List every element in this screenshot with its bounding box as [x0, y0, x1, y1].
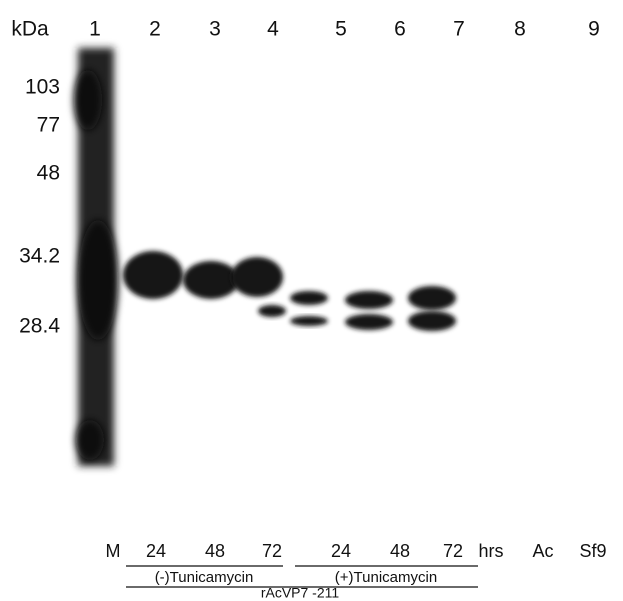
mw-marker: 103	[25, 76, 60, 99]
lane-label: Sf9	[579, 541, 606, 561]
lane-number: 7	[453, 18, 465, 41]
lane-label: 24	[146, 541, 166, 561]
group-label: (-)Tunicamycin	[155, 569, 254, 586]
lane-label: Ac	[532, 541, 553, 561]
marker-band	[76, 420, 104, 460]
western-blot-figure: kDa 1 2 3 4 5 6 7 8 9 103 77 48 34.2 28.…	[0, 0, 623, 601]
lane-number: 5	[335, 18, 347, 41]
lane-number: 8	[514, 18, 526, 41]
lane-label: 72	[443, 541, 463, 561]
lane-label: M	[106, 541, 121, 561]
unit-label: kDa	[11, 18, 49, 41]
mw-marker: 28.4	[19, 315, 60, 338]
lane-number: 6	[394, 18, 406, 41]
band	[123, 251, 183, 299]
lane-label: hrs	[478, 541, 503, 561]
marker-band	[74, 70, 102, 130]
band	[408, 311, 456, 331]
band	[258, 305, 286, 317]
band	[290, 291, 328, 305]
lane-label: 72	[262, 541, 282, 561]
band	[345, 291, 393, 309]
band	[408, 286, 456, 310]
lane-number: 4	[267, 18, 279, 41]
group-label: (+)Tunicamycin	[335, 569, 437, 586]
blot	[74, 48, 456, 466]
band	[183, 261, 239, 299]
band	[231, 257, 283, 297]
lane-number: 1	[89, 18, 101, 41]
construct-label: rAcVP7 -211	[261, 585, 340, 601]
marker-band	[78, 220, 118, 340]
mw-marker: 77	[37, 114, 60, 137]
lane-number: 3	[209, 18, 221, 41]
lane-label: 24	[331, 541, 351, 561]
mw-marker: 48	[37, 162, 60, 185]
mw-marker: 34.2	[19, 245, 60, 268]
band	[345, 314, 393, 330]
lane-label: 48	[205, 541, 225, 561]
lane-number: 9	[588, 18, 600, 41]
lane-number: 2	[149, 18, 161, 41]
band	[290, 316, 328, 326]
lane-label: 48	[390, 541, 410, 561]
